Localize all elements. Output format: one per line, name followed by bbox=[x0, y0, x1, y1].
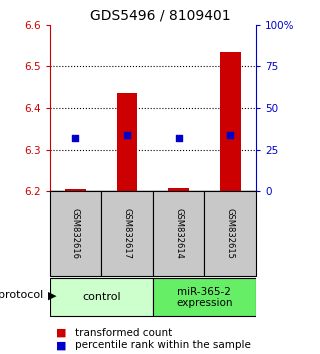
Text: ■: ■ bbox=[56, 328, 67, 338]
Bar bbox=[220, 52, 241, 191]
Bar bbox=[168, 188, 189, 191]
Point bbox=[124, 132, 130, 137]
Bar bbox=[153, 278, 256, 316]
Text: GSM832614: GSM832614 bbox=[174, 208, 183, 259]
Text: miR-365-2
expression: miR-365-2 expression bbox=[176, 286, 233, 308]
Bar bbox=[117, 93, 137, 191]
Text: transformed count: transformed count bbox=[75, 328, 172, 338]
Bar bbox=[50, 278, 153, 316]
Point bbox=[73, 135, 78, 141]
Bar bbox=[65, 189, 86, 191]
Text: GSM832615: GSM832615 bbox=[226, 208, 235, 259]
Text: protocol: protocol bbox=[0, 290, 43, 300]
Text: GSM832617: GSM832617 bbox=[123, 208, 132, 259]
Bar bbox=[153, 191, 204, 276]
Text: GDS5496 / 8109401: GDS5496 / 8109401 bbox=[90, 9, 230, 23]
Text: GSM832616: GSM832616 bbox=[71, 208, 80, 259]
Point bbox=[176, 135, 181, 141]
Text: ▶: ▶ bbox=[48, 290, 57, 300]
Bar bbox=[204, 191, 256, 276]
Bar bbox=[101, 191, 153, 276]
Text: control: control bbox=[82, 292, 121, 302]
Point bbox=[228, 132, 233, 137]
Text: percentile rank within the sample: percentile rank within the sample bbox=[75, 340, 251, 350]
Bar bbox=[50, 191, 101, 276]
Text: ■: ■ bbox=[56, 340, 67, 350]
